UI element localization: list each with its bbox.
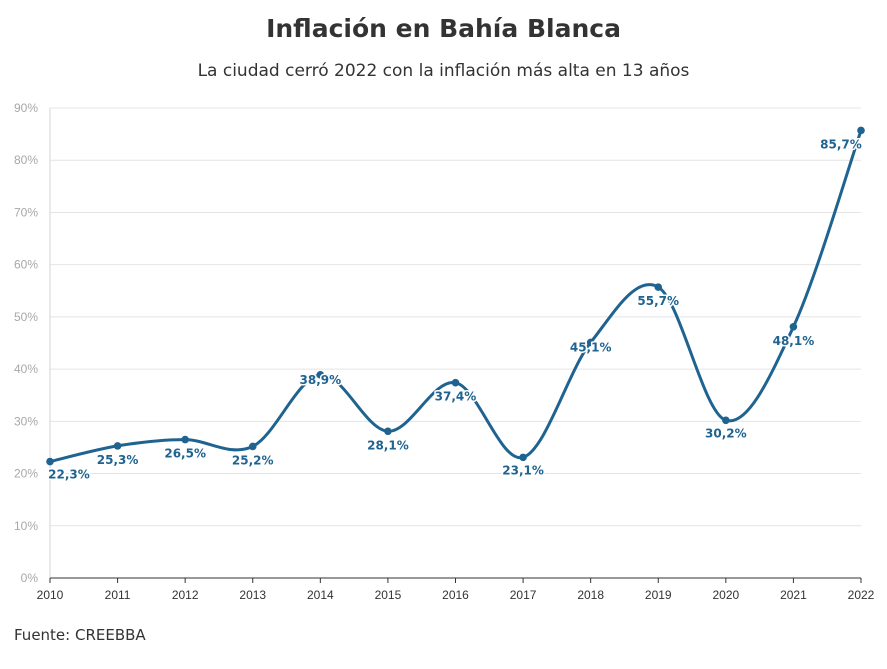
data-label: 22,3% — [48, 468, 90, 482]
data-label: 38,9% — [300, 373, 342, 387]
x-tick-label: 2014 — [307, 588, 334, 602]
x-tick-label: 2019 — [645, 588, 672, 602]
x-tick-label: 2010 — [37, 588, 64, 602]
x-tick-label: 2017 — [510, 588, 537, 602]
data-label: 45,1% — [570, 340, 612, 354]
data-point — [46, 457, 54, 466]
data-point — [789, 323, 798, 331]
source-note: Fuente: CREEBBA — [14, 626, 146, 644]
y-tick-label: 70% — [14, 205, 38, 219]
y-tick-label: 40% — [14, 362, 38, 376]
y-tick-label: 20% — [14, 467, 38, 481]
chart-subtitle: La ciudad cerró 2022 con la inflación má… — [197, 61, 690, 81]
x-tick-label: 2021 — [780, 588, 807, 602]
data-label: 25,2% — [232, 453, 274, 467]
y-tick-label: 30% — [14, 414, 38, 428]
y-tick-label: 0% — [21, 571, 39, 585]
data-points — [46, 126, 865, 466]
data-label: 30,2% — [705, 426, 747, 440]
grid-lines — [50, 107, 861, 527]
data-point — [654, 283, 663, 291]
data-point — [451, 378, 460, 387]
data-label: 85,7% — [820, 137, 862, 151]
data-point — [586, 338, 595, 347]
data-point — [181, 435, 189, 444]
y-tick-label: 50% — [14, 310, 38, 324]
x-tick-label: 2018 — [577, 588, 604, 602]
data-point — [857, 126, 865, 135]
data-label: 48,1% — [773, 334, 815, 348]
series-line-group — [48, 128, 863, 464]
y-tick-label: 80% — [14, 153, 38, 167]
data-label: 25,3% — [97, 453, 139, 467]
y-tick-label: 10% — [14, 519, 38, 533]
data-labels: 22,3% 25,3% 26,5% 25,2% 38,9% 28,1% 37,4% 23,1%… — [47, 136, 864, 483]
data-point — [113, 442, 122, 450]
data-point — [384, 427, 392, 436]
x-tick-label: 2012 — [172, 588, 199, 602]
x-tick-label: 2013 — [239, 588, 266, 602]
series-line — [48, 128, 863, 464]
data-label: 26,5% — [164, 447, 206, 461]
data-point — [519, 453, 527, 462]
data-point — [248, 442, 257, 451]
data-label: 23,1% — [502, 463, 544, 477]
data-label: 37,4% — [435, 390, 477, 404]
axes: 0% 10% 20% 30% 40% 50% 60% 70% 80% 90% 2010 2011 201… — [14, 101, 875, 602]
x-tick-label: 2016 — [442, 588, 469, 602]
data-point — [316, 371, 325, 379]
y-tick-label: 90% — [14, 101, 38, 115]
data-point — [722, 416, 730, 425]
x-tick-label: 2020 — [712, 588, 739, 602]
x-tick-label: 2015 — [375, 588, 402, 602]
data-label: 55,7% — [637, 294, 679, 308]
chart-title: Inflación en Bahía Blanca — [266, 14, 621, 43]
y-tick-label: 60% — [14, 258, 38, 272]
x-tick-label: 2022 — [848, 588, 875, 602]
data-label: 28,1% — [367, 438, 409, 452]
x-tick-label: 2011 — [105, 588, 131, 602]
